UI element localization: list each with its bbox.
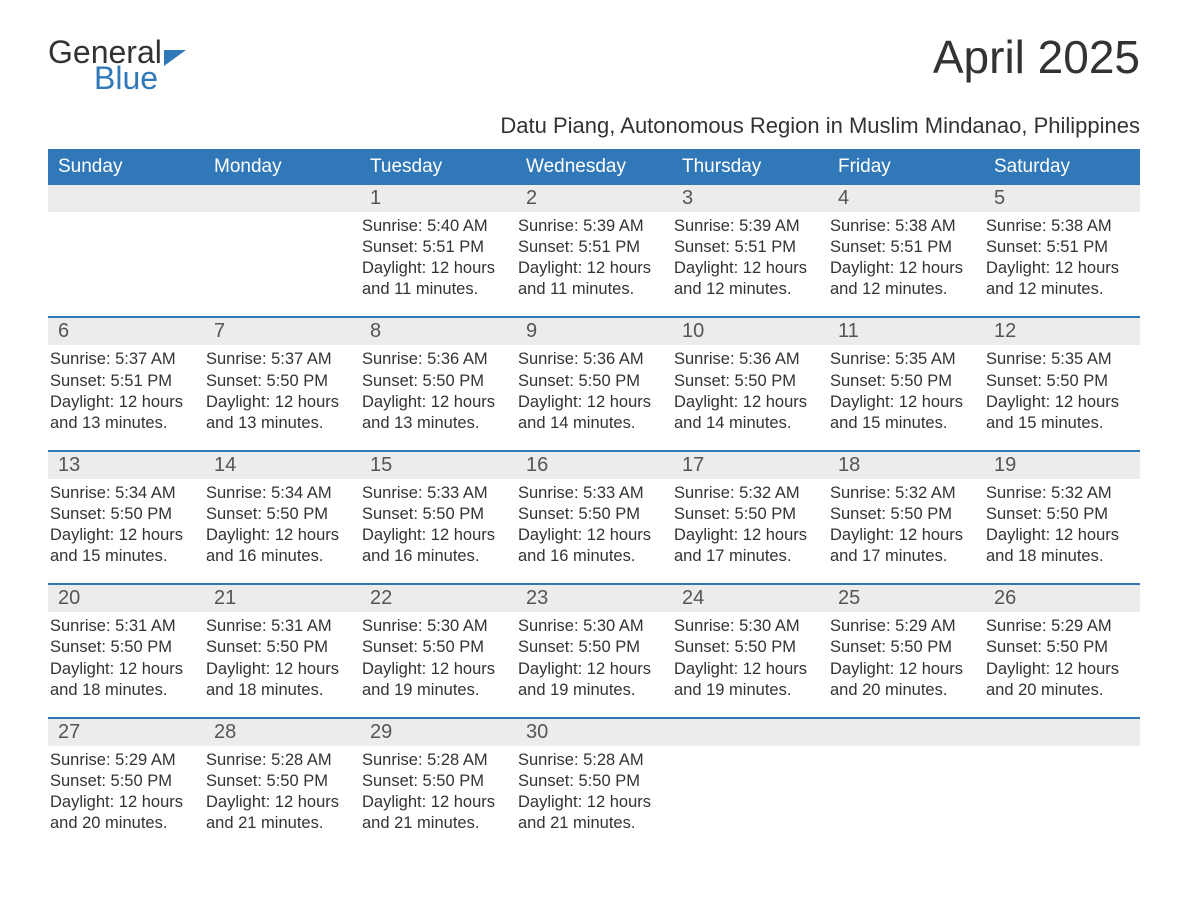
day-cell: Sunrise: 5:36 AMSunset: 5:50 PMDaylight:…: [516, 345, 672, 433]
day-cell: Sunrise: 5:33 AMSunset: 5:50 PMDaylight:…: [516, 479, 672, 567]
day-number: 12: [984, 318, 1140, 345]
day-cell: Sunrise: 5:36 AMSunset: 5:50 PMDaylight:…: [360, 345, 516, 433]
day-cell: Sunrise: 5:34 AMSunset: 5:50 PMDaylight:…: [48, 479, 204, 567]
day-cell: Sunrise: 5:31 AMSunset: 5:50 PMDaylight:…: [48, 612, 204, 700]
day-cell: Sunrise: 5:32 AMSunset: 5:50 PMDaylight:…: [984, 479, 1140, 567]
day-cell: Sunrise: 5:37 AMSunset: 5:50 PMDaylight:…: [204, 345, 360, 433]
day-cell: Sunrise: 5:29 AMSunset: 5:50 PMDaylight:…: [828, 612, 984, 700]
day-number: 5: [984, 185, 1140, 212]
brand-logo: General Blue: [48, 30, 186, 97]
day-body-row: Sunrise: 5:40 AMSunset: 5:51 PMDaylight:…: [48, 212, 1140, 300]
day-number: 28: [204, 719, 360, 746]
day-number: [204, 185, 360, 212]
weekday-header: Tuesday: [360, 149, 516, 185]
day-cell: Sunrise: 5:28 AMSunset: 5:50 PMDaylight:…: [360, 746, 516, 834]
day-number: 11: [828, 318, 984, 345]
day-number: 10: [672, 318, 828, 345]
calendar-table: SundayMondayTuesdayWednesdayThursdayFrid…: [48, 149, 1140, 834]
day-number: 6: [48, 318, 204, 345]
day-number: [984, 719, 1140, 746]
day-number: 20: [48, 585, 204, 612]
day-number: 3: [672, 185, 828, 212]
logo-triangle-icon: [164, 50, 186, 66]
day-cell: Sunrise: 5:28 AMSunset: 5:50 PMDaylight:…: [516, 746, 672, 834]
day-number: 15: [360, 452, 516, 479]
day-number: [48, 185, 204, 212]
day-number: 30: [516, 719, 672, 746]
weekday-header-row: SundayMondayTuesdayWednesdayThursdayFrid…: [48, 149, 1140, 185]
day-cell: Sunrise: 5:39 AMSunset: 5:51 PMDaylight:…: [672, 212, 828, 300]
weekday-header: Saturday: [984, 149, 1140, 185]
day-number: 13: [48, 452, 204, 479]
day-number: 16: [516, 452, 672, 479]
day-number: [828, 719, 984, 746]
day-cell: Sunrise: 5:35 AMSunset: 5:50 PMDaylight:…: [828, 345, 984, 433]
daynum-row: 12345: [48, 185, 1140, 212]
day-number: [672, 719, 828, 746]
day-number: 23: [516, 585, 672, 612]
day-cell: Sunrise: 5:35 AMSunset: 5:50 PMDaylight:…: [984, 345, 1140, 433]
daynum-row: 13141516171819: [48, 452, 1140, 479]
daynum-row: 20212223242526: [48, 585, 1140, 612]
day-cell: Sunrise: 5:33 AMSunset: 5:50 PMDaylight:…: [360, 479, 516, 567]
location-subtitle: Datu Piang, Autonomous Region in Muslim …: [48, 113, 1140, 139]
day-cell: [48, 212, 204, 300]
weekday-header: Thursday: [672, 149, 828, 185]
day-cell: Sunrise: 5:32 AMSunset: 5:50 PMDaylight:…: [672, 479, 828, 567]
day-body-row: Sunrise: 5:31 AMSunset: 5:50 PMDaylight:…: [48, 612, 1140, 700]
month-title: April 2025: [933, 30, 1140, 84]
day-cell: Sunrise: 5:29 AMSunset: 5:50 PMDaylight:…: [984, 612, 1140, 700]
day-body-row: Sunrise: 5:34 AMSunset: 5:50 PMDaylight:…: [48, 479, 1140, 567]
day-number: 2: [516, 185, 672, 212]
day-cell: [204, 212, 360, 300]
daynum-row: 27282930: [48, 719, 1140, 746]
weekday-header: Sunday: [48, 149, 204, 185]
day-number: 29: [360, 719, 516, 746]
day-cell: Sunrise: 5:34 AMSunset: 5:50 PMDaylight:…: [204, 479, 360, 567]
day-number: 19: [984, 452, 1140, 479]
daynum-row: 6789101112: [48, 318, 1140, 345]
day-cell: Sunrise: 5:31 AMSunset: 5:50 PMDaylight:…: [204, 612, 360, 700]
day-number: 26: [984, 585, 1140, 612]
day-body-row: Sunrise: 5:37 AMSunset: 5:51 PMDaylight:…: [48, 345, 1140, 433]
day-cell: Sunrise: 5:29 AMSunset: 5:50 PMDaylight:…: [48, 746, 204, 834]
day-number: 1: [360, 185, 516, 212]
day-cell: Sunrise: 5:39 AMSunset: 5:51 PMDaylight:…: [516, 212, 672, 300]
day-number: 18: [828, 452, 984, 479]
day-number: 25: [828, 585, 984, 612]
day-cell: [672, 746, 828, 834]
day-cell: Sunrise: 5:30 AMSunset: 5:50 PMDaylight:…: [672, 612, 828, 700]
day-number: 22: [360, 585, 516, 612]
day-cell: Sunrise: 5:40 AMSunset: 5:51 PMDaylight:…: [360, 212, 516, 300]
day-cell: [984, 746, 1140, 834]
day-number: 9: [516, 318, 672, 345]
weekday-header: Friday: [828, 149, 984, 185]
day-number: 14: [204, 452, 360, 479]
day-cell: Sunrise: 5:32 AMSunset: 5:50 PMDaylight:…: [828, 479, 984, 567]
day-cell: Sunrise: 5:30 AMSunset: 5:50 PMDaylight:…: [516, 612, 672, 700]
weekday-header: Monday: [204, 149, 360, 185]
day-body-row: Sunrise: 5:29 AMSunset: 5:50 PMDaylight:…: [48, 746, 1140, 834]
day-number: 27: [48, 719, 204, 746]
day-cell: Sunrise: 5:37 AMSunset: 5:51 PMDaylight:…: [48, 345, 204, 433]
day-cell: Sunrise: 5:38 AMSunset: 5:51 PMDaylight:…: [828, 212, 984, 300]
day-number: 24: [672, 585, 828, 612]
day-number: 7: [204, 318, 360, 345]
day-cell: Sunrise: 5:30 AMSunset: 5:50 PMDaylight:…: [360, 612, 516, 700]
day-cell: [828, 746, 984, 834]
day-cell: Sunrise: 5:36 AMSunset: 5:50 PMDaylight:…: [672, 345, 828, 433]
weekday-header: Wednesday: [516, 149, 672, 185]
day-cell: Sunrise: 5:28 AMSunset: 5:50 PMDaylight:…: [204, 746, 360, 834]
day-cell: Sunrise: 5:38 AMSunset: 5:51 PMDaylight:…: [984, 212, 1140, 300]
day-number: 4: [828, 185, 984, 212]
day-number: 17: [672, 452, 828, 479]
day-number: 8: [360, 318, 516, 345]
day-number: 21: [204, 585, 360, 612]
